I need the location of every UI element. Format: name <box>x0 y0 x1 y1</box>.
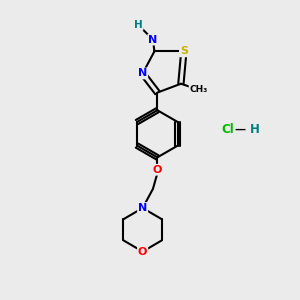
Text: S: S <box>180 46 188 56</box>
Text: H: H <box>134 20 142 30</box>
Text: H: H <box>250 123 260 136</box>
Text: N: N <box>148 34 158 45</box>
Text: CH₃: CH₃ <box>190 85 208 94</box>
Text: N: N <box>138 203 147 213</box>
Text: Cl: Cl <box>222 123 234 136</box>
Text: O: O <box>138 247 147 256</box>
Text: —: — <box>234 124 245 134</box>
Text: N: N <box>138 68 147 78</box>
Text: O: O <box>153 165 162 175</box>
